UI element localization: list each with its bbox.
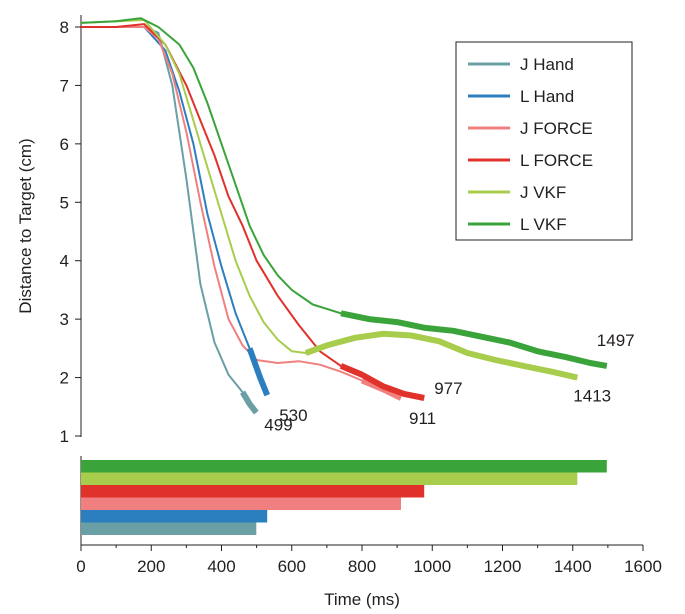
legend-box bbox=[455, 41, 633, 241]
end-label: 1413 bbox=[573, 387, 611, 406]
legend-entry: L FORCE bbox=[520, 151, 593, 170]
duration-bar bbox=[81, 497, 401, 510]
legend: J Hand L Hand J FORCE L FORCE J VKF L VKF bbox=[455, 41, 633, 241]
y-tick-label: 1 bbox=[60, 427, 69, 446]
duration-bar bbox=[81, 485, 425, 498]
y-tick-label: 4 bbox=[60, 252, 69, 271]
y-tick-label: 6 bbox=[60, 135, 69, 154]
series-end-segment bbox=[339, 363, 425, 401]
end-label: 1497 bbox=[597, 331, 635, 350]
legend-entry: L Hand bbox=[520, 87, 574, 106]
series-end-segment bbox=[246, 347, 270, 397]
duration-bars bbox=[81, 460, 607, 535]
y-axis-title: Distance to Target (cm) bbox=[16, 138, 35, 313]
legend-entry: J VKF bbox=[520, 183, 566, 202]
y-tick-label: 2 bbox=[60, 369, 69, 388]
series-end-segment bbox=[340, 310, 608, 369]
x-tick-label: 600 bbox=[278, 557, 306, 576]
x-tick-label: 200 bbox=[137, 557, 165, 576]
end-label: 977 bbox=[434, 379, 462, 398]
x-tick-label: 1400 bbox=[554, 557, 592, 576]
duration-bar bbox=[81, 522, 257, 535]
y-tick-label: 3 bbox=[60, 310, 69, 329]
x-tick-label: 800 bbox=[348, 557, 376, 576]
x-axis-title: Time (ms) bbox=[324, 590, 400, 609]
legend-entry: L VKF bbox=[520, 215, 567, 234]
series-lines bbox=[80, 17, 608, 415]
x-tick-label: 0 bbox=[76, 557, 85, 576]
series-end-segment bbox=[240, 390, 259, 415]
x-tick-label: 1200 bbox=[484, 557, 522, 576]
y-tick-label: 7 bbox=[60, 76, 69, 95]
series-end-segment bbox=[304, 330, 578, 381]
y-tick-label: 5 bbox=[60, 193, 69, 212]
series-line-l-force bbox=[81, 23, 425, 399]
series-line-j-hand bbox=[81, 26, 258, 414]
end-label: 530 bbox=[279, 406, 307, 425]
x-tick-label: 400 bbox=[207, 557, 235, 576]
series-line-j-force bbox=[81, 26, 402, 399]
duration-bar bbox=[81, 510, 268, 523]
y-tick-label: 8 bbox=[60, 18, 69, 37]
duration-bar bbox=[81, 472, 578, 485]
duration-bar bbox=[81, 460, 607, 473]
end-label: 499 bbox=[264, 416, 292, 435]
x-tick-label: 1600 bbox=[624, 557, 662, 576]
legend-entry: J FORCE bbox=[520, 119, 593, 138]
legend-entry: J Hand bbox=[520, 55, 574, 74]
end-label: 911 bbox=[409, 409, 436, 428]
x-tick-label: 1000 bbox=[413, 557, 451, 576]
